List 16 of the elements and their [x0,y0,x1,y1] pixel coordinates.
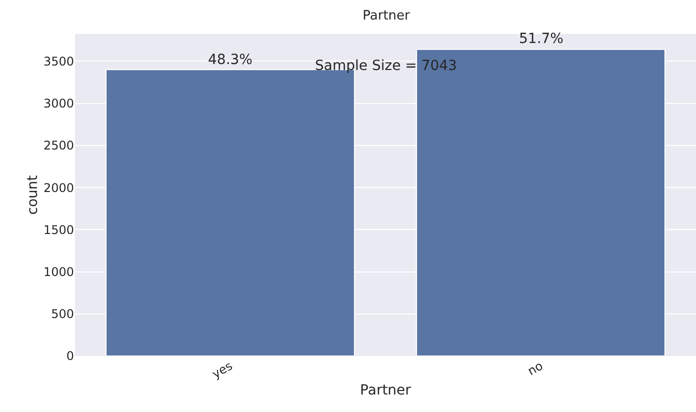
y-tick-label: 1000 [43,264,74,279]
y-tick-label: 3500 [43,54,74,68]
y-tick-label: 0 [66,349,74,364]
y-tick-label: 2500 [43,138,74,153]
y-tick-label: 2000 [43,180,74,195]
x-tick-label: yes [210,358,235,382]
x-tick-label: no [525,358,546,378]
x-axis-title: Partner [360,382,412,398]
y-tick-label: 500 [51,307,74,322]
annotation: 48.3% [208,52,252,68]
y-tick-label: 1500 [43,222,74,237]
annotation: 51.7% [519,31,564,47]
y-axis-title: count [25,174,41,215]
chart-title: Partner [362,8,411,24]
annotation: Sample Size = 7043 [315,58,457,74]
y-tick-label: 3000 [43,96,74,111]
